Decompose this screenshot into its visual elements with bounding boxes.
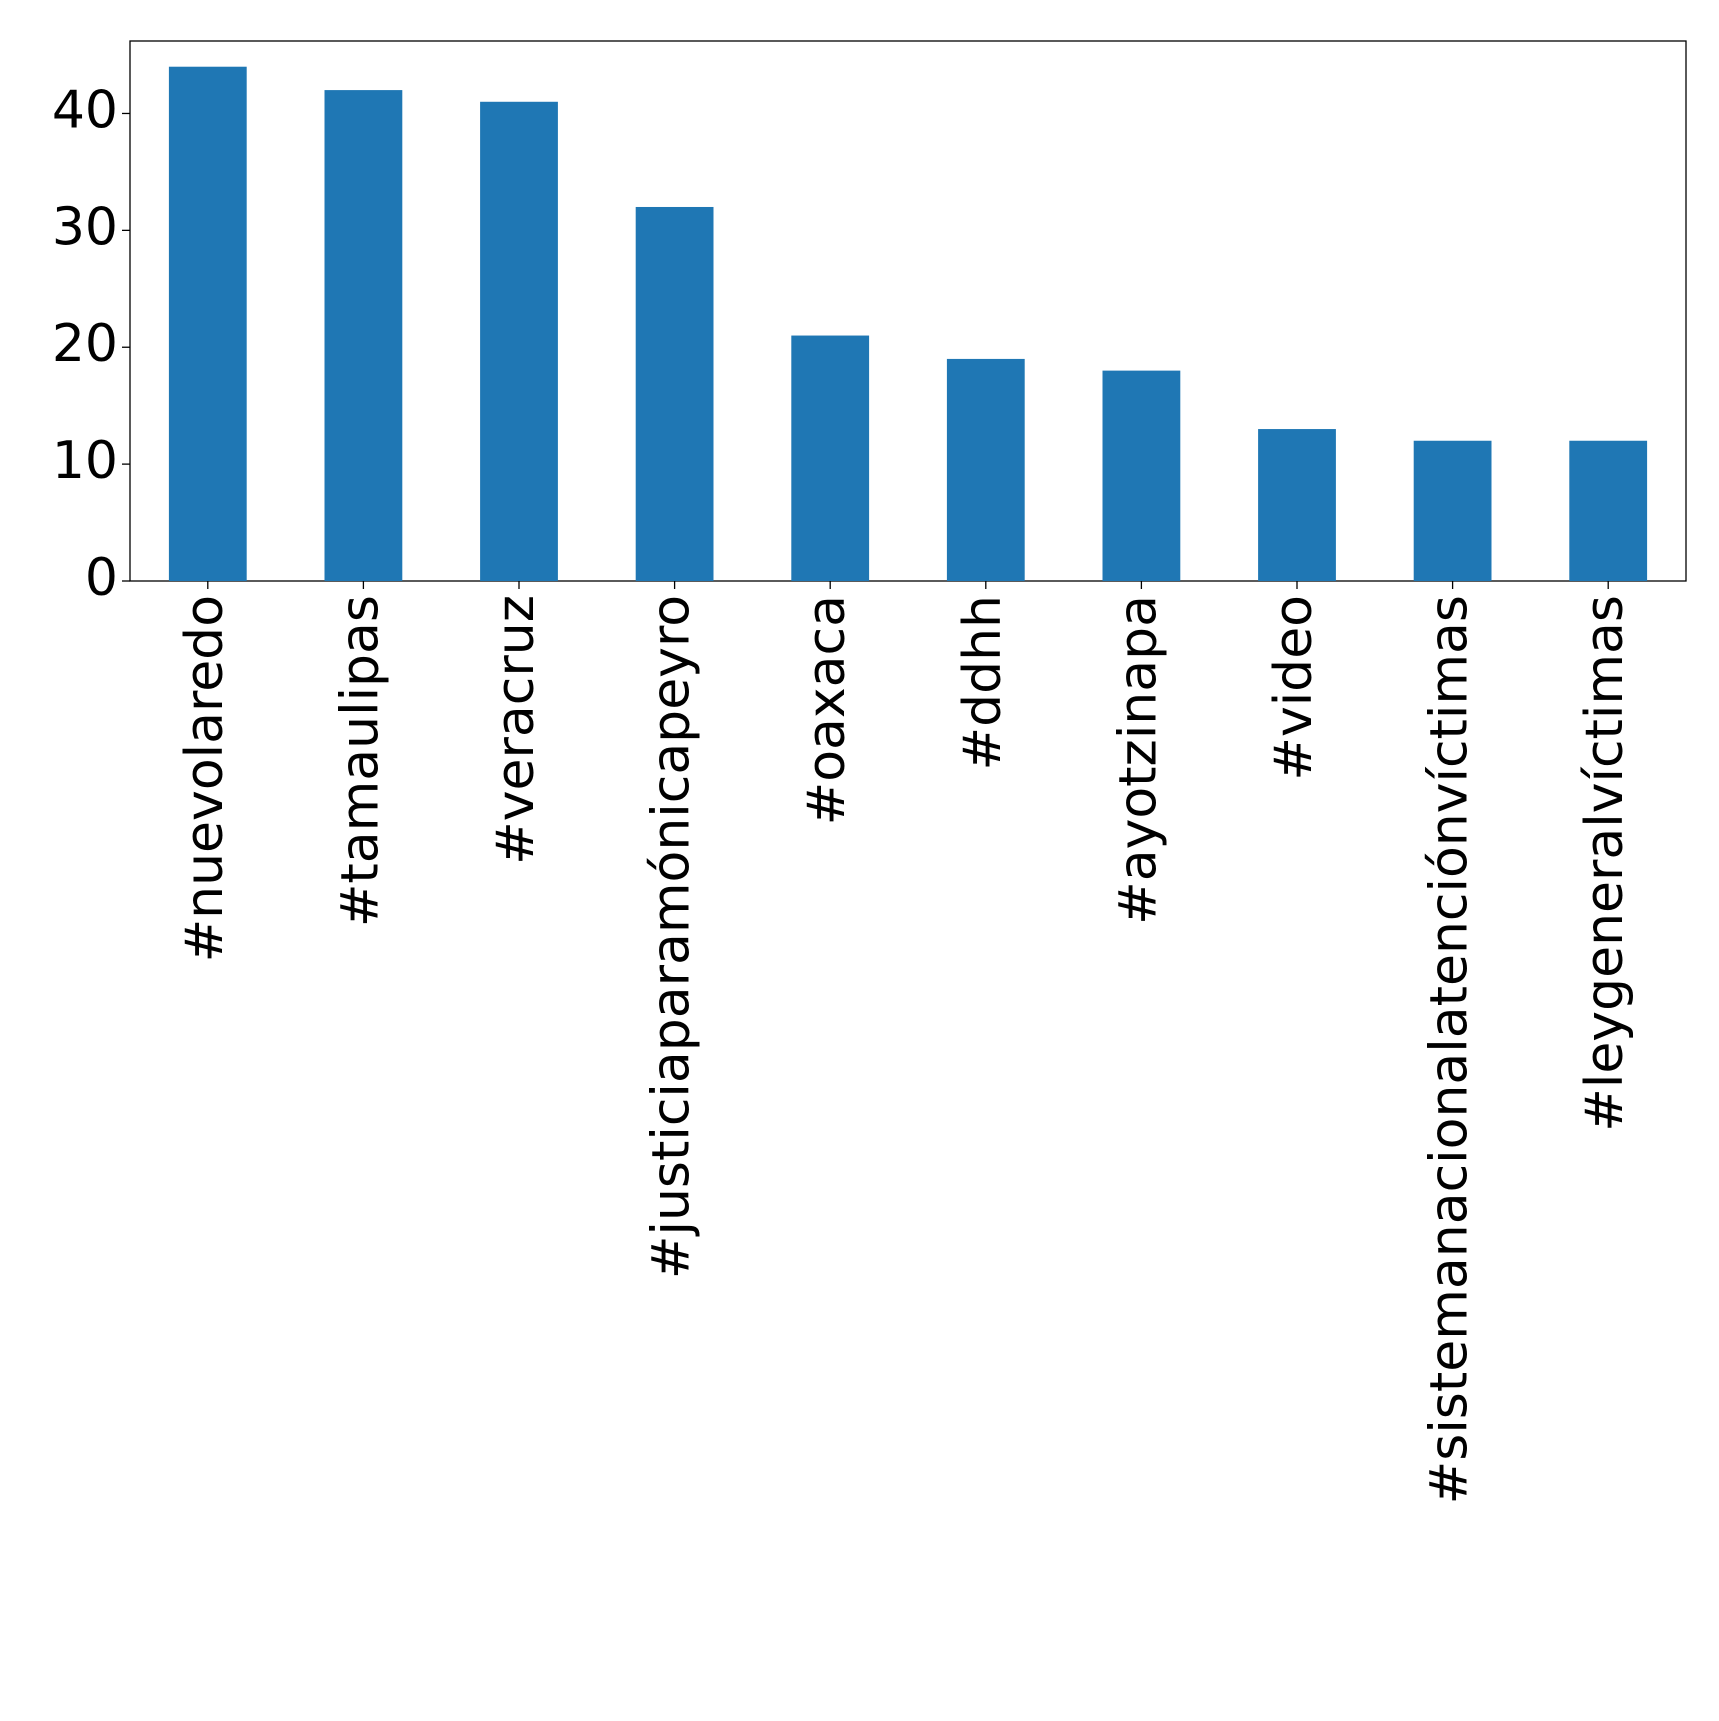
x-tick-label: #justiciaparamónicapeyro	[642, 595, 702, 1279]
bar	[1413, 440, 1492, 581]
y-tick-label: 0	[85, 548, 118, 608]
bar	[168, 66, 247, 581]
y-tick-label: 40	[52, 80, 118, 140]
x-tick-label: #ayotzinapa	[1108, 595, 1168, 925]
y-tick-label: 30	[52, 197, 118, 257]
bar	[324, 90, 403, 581]
x-tick-label: #nuevolaredo	[175, 595, 235, 962]
x-tick-label: #sistemanacionalatenciónvíctimas	[1420, 595, 1480, 1504]
x-tick-label: #ddhh	[953, 595, 1013, 771]
bar	[946, 358, 1025, 581]
bar	[635, 206, 714, 581]
y-tick-label: 20	[52, 314, 118, 374]
plot-frame	[129, 40, 1687, 582]
x-tick-label: #veracruz	[486, 595, 546, 865]
y-tick-label: 10	[52, 431, 118, 491]
x-tick-label: #video	[1264, 595, 1324, 781]
bar	[480, 101, 558, 581]
bar	[791, 335, 870, 581]
x-tick-label: #oaxaca	[797, 595, 857, 825]
x-tick-label: #tamaulipas	[330, 595, 390, 927]
bar	[1258, 429, 1336, 581]
bar	[1569, 440, 1648, 581]
bar	[1102, 370, 1181, 581]
x-tick-label: #leygeneralvíctimas	[1575, 595, 1635, 1132]
